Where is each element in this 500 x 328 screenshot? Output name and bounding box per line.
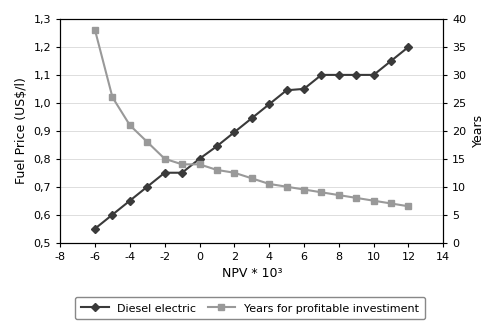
- Diesel electric: [284, 88, 290, 92]
- Years for profitable investiment: [232, 171, 237, 175]
- Diesel electric: [179, 171, 185, 175]
- Diesel electric: [144, 185, 150, 189]
- Years for profitable investiment: [162, 157, 168, 161]
- Years for profitable investiment: [284, 185, 290, 189]
- Years for profitable investiment: [144, 140, 150, 144]
- Diesel electric: [318, 73, 324, 77]
- Years for profitable investiment: [196, 162, 202, 166]
- Years for profitable investiment: [249, 176, 255, 180]
- Years for profitable investiment: [370, 199, 376, 203]
- Diesel electric: [406, 45, 411, 49]
- Years for profitable investiment: [388, 201, 394, 205]
- Years for profitable investiment: [92, 28, 98, 32]
- Diesel electric: [162, 171, 168, 175]
- Years for profitable investiment: [301, 188, 307, 192]
- Y-axis label: Years: Years: [472, 114, 485, 147]
- Diesel electric: [249, 116, 255, 120]
- Line: Diesel electric: Diesel electric: [92, 44, 412, 232]
- Years for profitable investiment: [406, 204, 411, 208]
- Years for profitable investiment: [214, 168, 220, 172]
- Diesel electric: [110, 213, 116, 216]
- Diesel electric: [92, 227, 98, 231]
- Diesel electric: [266, 102, 272, 106]
- Years for profitable investiment: [336, 193, 342, 197]
- Y-axis label: Fuel Price (US$/l): Fuel Price (US$/l): [15, 77, 28, 184]
- Years for profitable investiment: [179, 162, 185, 166]
- X-axis label: NPV * 10³: NPV * 10³: [222, 267, 282, 280]
- Legend: Diesel electric, Years for profitable investiment: Diesel electric, Years for profitable in…: [75, 297, 425, 319]
- Diesel electric: [196, 157, 202, 161]
- Diesel electric: [214, 144, 220, 148]
- Diesel electric: [370, 73, 376, 77]
- Years for profitable investiment: [266, 182, 272, 186]
- Diesel electric: [127, 199, 133, 203]
- Diesel electric: [353, 73, 359, 77]
- Years for profitable investiment: [110, 95, 116, 99]
- Diesel electric: [388, 59, 394, 63]
- Years for profitable investiment: [353, 196, 359, 200]
- Line: Years for profitable investiment: Years for profitable investiment: [92, 27, 412, 209]
- Diesel electric: [232, 130, 237, 134]
- Diesel electric: [301, 87, 307, 91]
- Years for profitable investiment: [318, 190, 324, 194]
- Diesel electric: [336, 73, 342, 77]
- Years for profitable investiment: [127, 123, 133, 127]
